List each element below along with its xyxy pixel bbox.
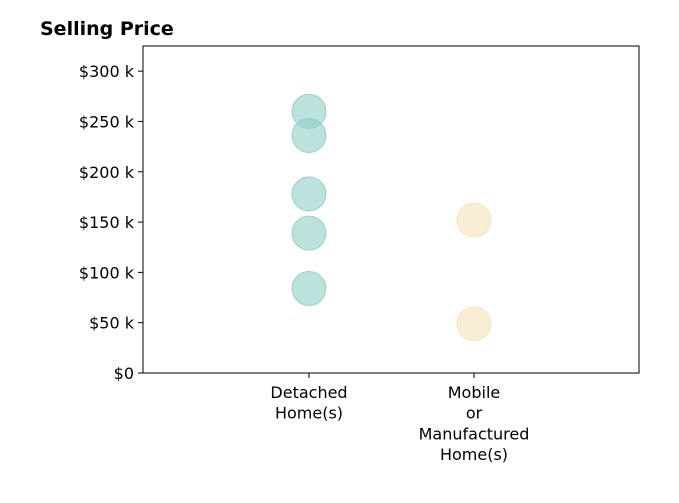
data-point-detached: [291, 270, 327, 306]
chart-title: Selling Price: [40, 18, 174, 40]
y-tick-label: $200 k: [79, 163, 135, 182]
x-axis: Detached Home(s) Mobile or Manufactured Home(…: [270, 373, 529, 464]
data-point-mobile: [456, 202, 492, 238]
plot-frame: [142, 45, 640, 374]
data-point-detached: [291, 93, 327, 129]
data-point-mobile: [456, 306, 492, 342]
x-tick-label: Mobile or Manufactured Home(s): [419, 383, 530, 464]
y-tick-label: $100 k: [79, 263, 135, 282]
y-tick-label: $0: [114, 364, 134, 383]
data-points: [291, 93, 492, 342]
data-point-detached: [291, 176, 327, 212]
x-tick-label: Detached Home(s): [270, 383, 347, 423]
y-tick-label: $150 k: [79, 213, 135, 232]
data-point-detached: [291, 215, 327, 251]
y-tick-label: $300 k: [79, 62, 135, 81]
y-axis: $0 $50 k $100 k $150 k $200 k $250 k $300 k: [79, 62, 143, 383]
y-tick-label: $50 k: [89, 314, 135, 333]
y-tick-label: $250 k: [79, 112, 135, 131]
